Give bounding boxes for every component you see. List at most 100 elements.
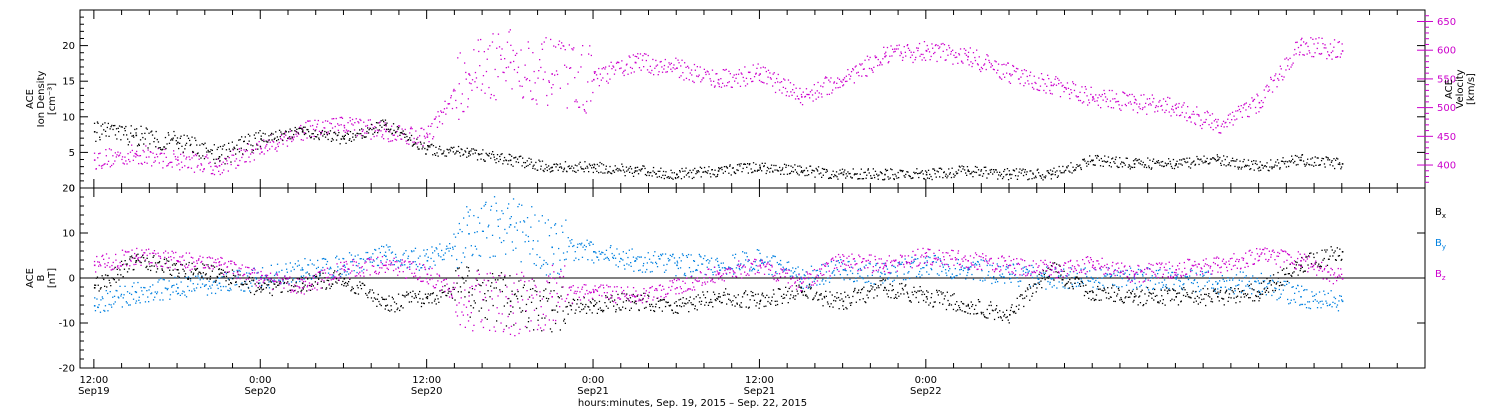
density-series-anchor <box>1092 159 1094 162</box>
density-series-point <box>123 127 126 130</box>
velocity-series-point <box>451 107 454 110</box>
velocity-axis-label: [km/s] <box>1466 73 1477 105</box>
density-series-point <box>849 172 851 175</box>
bx-series-by-point <box>1120 270 1122 272</box>
density-series-point <box>347 133 349 135</box>
time-tick-label: 0:00 <box>249 375 271 386</box>
bx-series-bx-point <box>341 283 343 286</box>
density-series-point <box>194 137 196 139</box>
bx-series-by-point <box>599 253 601 255</box>
velocity-series-point <box>1203 121 1205 123</box>
bx-series-by-point <box>462 252 464 254</box>
velocity-series-point <box>402 133 404 135</box>
density-series-point <box>1275 161 1277 163</box>
bx-series-by-point <box>938 274 940 276</box>
velocity-series-point <box>180 153 182 155</box>
velocity-series-point <box>808 93 810 96</box>
bx-series-by-point <box>544 222 546 224</box>
velocity-series-point <box>266 143 268 146</box>
bx-series-bx-point <box>145 266 147 269</box>
bx-series-by-point <box>1263 280 1266 282</box>
density-series-point <box>153 141 155 143</box>
bx-series-by-point <box>1219 280 1221 282</box>
density-series-point <box>1185 161 1187 164</box>
bx-series-by-point <box>357 254 359 256</box>
bx-series-by-point <box>1286 283 1288 285</box>
velocity-series-point <box>441 123 444 125</box>
bx-series-by-point <box>237 276 239 278</box>
density-series-point <box>161 149 163 151</box>
velocity-series-point <box>163 152 165 155</box>
bx-series-by-point <box>1268 282 1270 284</box>
velocity-series-point <box>687 65 689 67</box>
velocity-series-point <box>919 55 921 57</box>
velocity-series-point <box>512 49 514 52</box>
velocity-series-point <box>510 44 512 46</box>
bx-series-by-point <box>1038 278 1040 280</box>
bx-series-by-point <box>673 257 676 259</box>
velocity-series-anchor <box>135 153 138 156</box>
velocity-series-point <box>864 59 866 61</box>
density-series-point <box>432 145 435 147</box>
velocity-series-point <box>1132 109 1134 111</box>
density-series-anchor <box>1175 163 1177 165</box>
velocity-series-point <box>948 44 950 47</box>
density-series-point <box>1151 167 1153 169</box>
bx-series-bx-point <box>180 263 182 266</box>
bx-series-bx-point <box>408 301 410 303</box>
density-series-point <box>224 163 226 165</box>
bx-series-by-point <box>1277 280 1279 283</box>
bx-series-by-point <box>534 214 536 216</box>
density-series-point <box>1192 161 1194 163</box>
velocity-series-point <box>852 69 855 71</box>
velocity-series-point <box>748 71 750 74</box>
velocity-series-point <box>1199 125 1201 127</box>
density-series-point <box>811 172 813 174</box>
velocity-series-point <box>735 73 737 76</box>
density-series-point <box>890 168 892 170</box>
density-series-point <box>736 169 738 171</box>
density-series-point <box>706 172 709 174</box>
bx-series-by-point <box>1226 280 1228 282</box>
bx-series-by-point <box>710 257 713 259</box>
density-series-point <box>189 139 191 142</box>
density-series-point <box>982 173 985 175</box>
bx-series-by-point <box>1075 285 1078 288</box>
bx-series-by-point <box>208 280 210 282</box>
density-series-point <box>283 133 286 135</box>
velocity-series-point <box>398 125 401 127</box>
density-series-point <box>683 176 685 178</box>
velocity-series-point <box>178 163 180 165</box>
bx-series-by-point <box>836 269 839 271</box>
bx-series-by-point <box>714 271 716 273</box>
velocity-series-point <box>514 54 517 56</box>
velocity-series-point <box>994 60 996 62</box>
velocity-series-point <box>1258 111 1260 113</box>
bx-series-by-point <box>1290 299 1292 301</box>
velocity-series-point <box>210 165 212 168</box>
velocity-series-point <box>1036 88 1038 91</box>
velocity-series-point <box>169 161 171 164</box>
density-series-point <box>110 126 112 128</box>
velocity-series-point <box>961 61 963 63</box>
velocity-series-point <box>212 172 214 175</box>
velocity-series-point <box>411 128 413 130</box>
density-series-point <box>307 129 309 131</box>
bx-series-by-point <box>176 293 179 295</box>
density-series-point <box>1191 162 1193 164</box>
bx-series-by-point <box>560 268 562 270</box>
density-series-point <box>644 173 647 176</box>
bx-series-bx-point <box>397 307 399 309</box>
velocity-series-point <box>135 156 137 158</box>
bx-series-by-point <box>192 283 194 285</box>
bx-series-by-point <box>1323 290 1325 292</box>
bx-series-by-point <box>131 285 133 288</box>
velocity-series-point <box>533 70 535 73</box>
velocity-series-point <box>1118 104 1120 106</box>
bx-series-bx-point <box>350 290 352 292</box>
velocity-series-point <box>888 61 890 63</box>
bx-series-bx-point <box>181 264 184 266</box>
density-series-point <box>1033 177 1035 179</box>
density-series-point <box>1052 173 1054 175</box>
density-series-point <box>348 139 350 141</box>
